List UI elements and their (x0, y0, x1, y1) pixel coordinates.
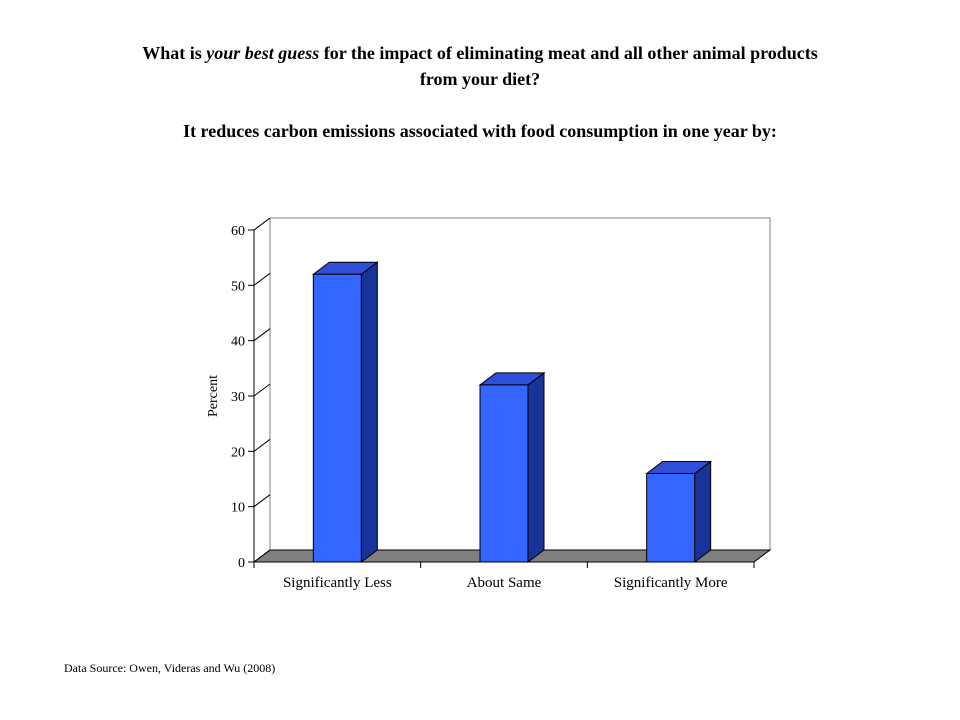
x-tick-label: About Same (467, 575, 542, 591)
y-axis-label: Percent (206, 375, 221, 417)
y-tick-label: 10 (231, 501, 245, 516)
question-line-2: from your diet? (419, 69, 541, 89)
y-tick-label: 0 (238, 556, 245, 571)
y-tick-depth (253, 217, 271, 231)
y-tick-label: 50 (231, 279, 245, 294)
bar-side (527, 371, 545, 563)
bar-side (360, 261, 378, 563)
bar (646, 472, 696, 563)
y-tick-depth (253, 383, 271, 397)
y-tick-depth (253, 494, 271, 508)
x-tick-label: Significantly More (614, 575, 728, 591)
bar (312, 273, 362, 563)
y-tick-label: 60 (231, 224, 245, 239)
x-tick-label: Significantly Less (283, 575, 392, 591)
data-source: Data Source: Owen, Videras and Wu (2008) (64, 661, 276, 675)
y-tick-depth (253, 328, 271, 342)
bar (479, 384, 529, 563)
question-suffix: for the impact of eliminating meat and a… (319, 43, 818, 63)
y-tick-depth (253, 438, 271, 452)
question-prefix: What is (142, 43, 207, 63)
y-tick-label: 20 (231, 445, 245, 460)
bar-side (694, 460, 712, 563)
y-tick-depth (253, 549, 271, 563)
question-emphasis: your best guess (206, 43, 320, 63)
y-tick-depth (253, 272, 271, 286)
chart-subtitle: It reduces carbon emissions associated w… (183, 121, 777, 141)
y-tick-label: 40 (231, 335, 245, 350)
chart-title: What is your best guess for the impact o… (40, 40, 920, 144)
y-tick-label: 30 (231, 390, 245, 405)
question-line-1: What is your best guess for the impact o… (40, 40, 920, 66)
